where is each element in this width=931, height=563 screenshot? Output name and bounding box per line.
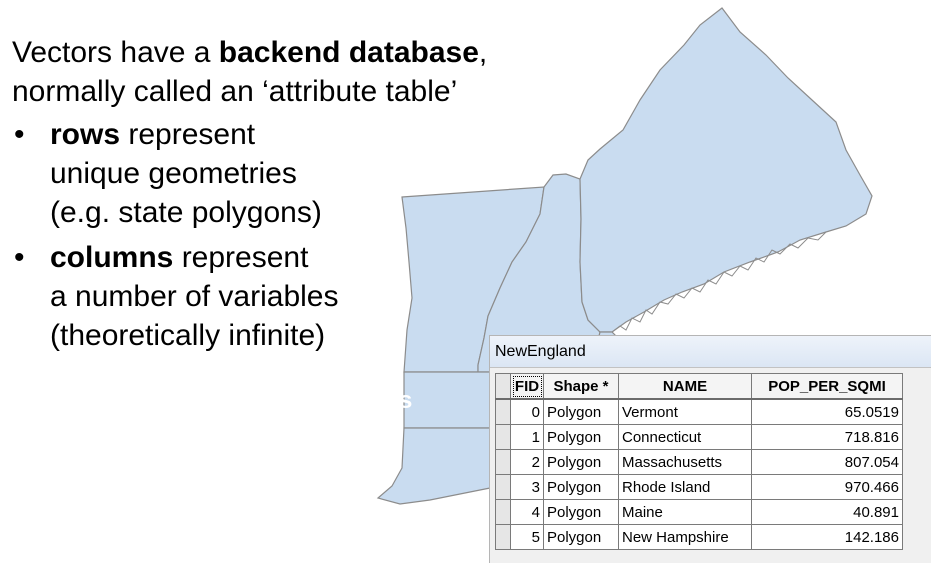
cell-shape: Polygon (543, 449, 619, 475)
cell-shape: Polygon (543, 474, 619, 500)
cell-pop-per-sqmi: 970.466 (751, 474, 903, 500)
table-row[interactable]: 5 Polygon New Hampshire 142.186 (495, 524, 903, 550)
column-header-name[interactable]: NAME (618, 373, 752, 400)
table-row[interactable]: 1 Polygon Connecticut 718.816 (495, 424, 903, 450)
bullet-rows: • rows represent unique geometries (e.g.… (12, 115, 572, 232)
cell-shape: Polygon (543, 424, 619, 450)
cell-pop-per-sqmi: 142.186 (751, 524, 903, 550)
bullet-text: represent (173, 241, 309, 274)
table-row[interactable]: 4 Polygon Maine 40.891 (495, 499, 903, 525)
column-header-pop-per-sqmi[interactable]: POP_PER_SQMI (751, 373, 903, 400)
bullet-line: columns represent (50, 238, 572, 277)
intro-line-1: Vectors have a backend database, (12, 33, 572, 72)
cell-shape: Polygon (543, 398, 619, 425)
table-row[interactable]: 3 Polygon Rhode Island 970.466 (495, 474, 903, 500)
table-row[interactable]: 2 Polygon Massachusetts 807.054 (495, 449, 903, 475)
cell-fid: 5 (510, 524, 544, 550)
maine-coastline (611, 231, 827, 333)
row-selector[interactable] (495, 474, 511, 500)
bullet-text: represent (120, 118, 256, 151)
cell-name: Rhode Island (618, 474, 752, 500)
attribute-table-title-bar[interactable]: NewEngland (490, 336, 931, 368)
bullet-marker: • (14, 241, 25, 274)
bullet-line: unique geometries (50, 157, 297, 190)
cell-pop-per-sqmi: 65.0519 (751, 398, 903, 425)
bullet-columns: • columns represent a number of variable… (12, 238, 572, 355)
attribute-table-window: NewEngland FID Shape * NAME POP_PER_SQMI… (489, 335, 931, 563)
bullet-marker: • (14, 118, 25, 151)
cell-fid: 0 (510, 398, 544, 425)
cell-name: Maine (618, 499, 752, 525)
map-label-fragment: s (399, 387, 413, 414)
bullet-keyword: rows (50, 118, 121, 151)
cell-name: Massachusetts (618, 449, 752, 475)
maine-polygon (579, 7, 873, 333)
bullet-line: (theoretically infinite) (50, 319, 326, 352)
column-header-shape[interactable]: Shape * (543, 373, 619, 400)
bullet-line: rows represent (50, 115, 572, 154)
intro-emphasis: backend database (218, 36, 479, 69)
row-selector[interactable] (495, 398, 511, 425)
cell-shape: Polygon (543, 499, 619, 525)
column-header-fid[interactable]: FID (510, 373, 544, 400)
cell-shape: Polygon (543, 524, 619, 550)
cell-fid: 1 (510, 424, 544, 450)
bullet-line: a number of variables (50, 280, 339, 313)
slide-text: Vectors have a backend database, normall… (12, 33, 572, 361)
intro-text: Vectors have a (12, 36, 219, 69)
bullet-list: • rows represent unique geometries (e.g.… (12, 115, 572, 355)
cell-name: Vermont (618, 398, 752, 425)
row-selector[interactable] (495, 524, 511, 550)
bullet-line: (e.g. state polygons) (50, 196, 322, 229)
cell-fid: 4 (510, 499, 544, 525)
select-all-cell[interactable] (495, 373, 511, 400)
cell-name: New Hampshire (618, 524, 752, 550)
row-selector[interactable] (495, 424, 511, 450)
cell-pop-per-sqmi: 718.816 (751, 424, 903, 450)
attribute-table: FID Shape * NAME POP_PER_SQMI 0 Polygon … (495, 373, 903, 550)
cell-fid: 2 (510, 449, 544, 475)
cell-fid: 3 (510, 474, 544, 500)
cell-name: Connecticut (618, 424, 752, 450)
bullet-keyword: columns (50, 241, 174, 274)
cell-pop-per-sqmi: 40.891 (751, 499, 903, 525)
row-selector[interactable] (495, 449, 511, 475)
intro-line-2: normally called an ‘attribute table’ (12, 75, 458, 108)
table-row[interactable]: 0 Polygon Vermont 65.0519 (495, 398, 903, 425)
table-header-row: FID Shape * NAME POP_PER_SQMI (495, 373, 903, 400)
intro-punctuation: , (478, 36, 488, 69)
cell-pop-per-sqmi: 807.054 (751, 449, 903, 475)
row-selector[interactable] (495, 499, 511, 525)
